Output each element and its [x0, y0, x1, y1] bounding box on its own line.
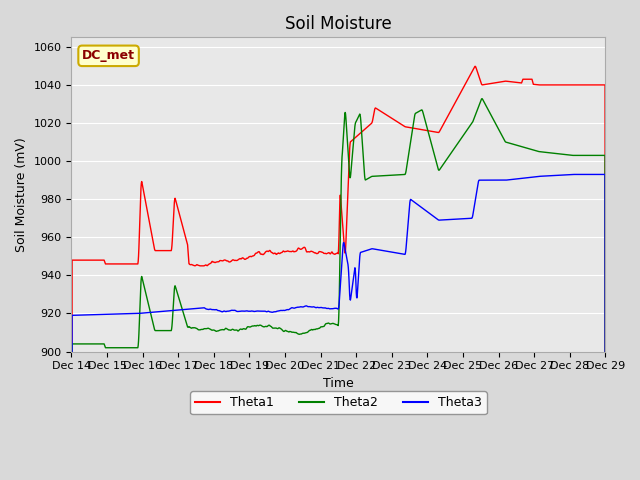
Theta2: [543, 150, 550, 156]
Theta1: [472, 63, 479, 69]
Theta1: [151, 247, 159, 253]
Theta3: [569, 171, 577, 177]
Theta3: [595, 171, 603, 177]
Theta1: [543, 82, 550, 88]
Theta2: [464, 126, 472, 132]
Theta2: [478, 96, 486, 102]
Title: Soil Moisture: Soil Moisture: [285, 15, 392, 33]
Theta1: [464, 76, 472, 82]
X-axis label: Time: Time: [323, 377, 354, 390]
Theta1: [324, 250, 332, 256]
Legend: Theta1, Theta2, Theta3: Theta1, Theta2, Theta3: [190, 391, 486, 414]
Line: Theta1: Theta1: [72, 66, 605, 480]
Theta1: [595, 82, 603, 88]
Y-axis label: Soil Moisture (mV): Soil Moisture (mV): [15, 137, 28, 252]
Text: DC_met: DC_met: [82, 49, 135, 62]
Theta3: [324, 305, 332, 311]
Theta3: [542, 173, 550, 179]
Theta3: [151, 309, 159, 315]
Line: Theta2: Theta2: [72, 99, 605, 480]
Line: Theta3: Theta3: [72, 174, 605, 480]
Theta3: [314, 305, 322, 311]
Theta2: [324, 320, 332, 326]
Theta3: [464, 216, 472, 221]
Theta2: [151, 327, 159, 333]
Theta1: [314, 250, 322, 256]
Theta2: [314, 326, 322, 332]
Theta2: [595, 153, 603, 158]
